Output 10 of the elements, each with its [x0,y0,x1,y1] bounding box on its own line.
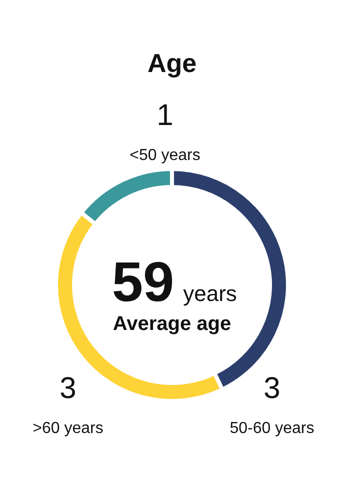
data-label: 3 [60,372,76,405]
slice-label: >60 years [32,420,104,437]
text: 59 [112,250,174,313]
slice-label: <50 years [130,147,200,164]
text: Average age [112,313,232,335]
slice-label: 50-60 years [230,420,314,437]
data-label: 3 [264,372,280,405]
text: years [183,281,237,306]
data-label: 1 [156,99,174,132]
chart-title: Age [147,48,197,78]
